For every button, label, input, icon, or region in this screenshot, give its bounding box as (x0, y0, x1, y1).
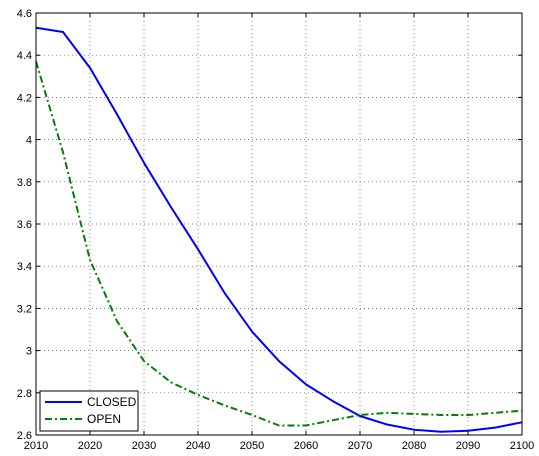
y-tick-label: 4.4 (17, 50, 32, 62)
x-tick-label: 2050 (240, 440, 264, 452)
axis-ticks (35, 12, 523, 436)
y-axis-tick-labels: 2.6 2.8 3 3.2 3.4 3.6 3.8 4 4.2 4.4 4.6 (17, 8, 32, 442)
y-tick-label: 3 (26, 346, 32, 358)
legend: CLOSED OPEN (39, 390, 139, 432)
grid (36, 13, 522, 435)
series-line-closed (35, 26, 523, 433)
x-tick-label: 2030 (132, 440, 156, 452)
legend-box (39, 390, 139, 432)
legend-label-closed: CLOSED (87, 395, 137, 409)
x-axis-tick-labels: 2010 2020 2030 2040 2050 2060 2070 2080 2090 2100 (24, 440, 534, 452)
y-tick-label: 3.6 (17, 219, 32, 231)
y-tick-label: 4.6 (17, 8, 32, 20)
x-tick-label: 2100 (510, 440, 534, 452)
y-tick-label: 2.8 (17, 388, 32, 400)
legend-label-open: OPEN (87, 412, 121, 426)
series-line-open (35, 61, 523, 427)
x-tick-label: 2040 (186, 440, 210, 452)
y-tick-label: 3.2 (17, 303, 32, 315)
y-tick-label: 3.8 (17, 177, 32, 189)
y-tick-label: 4.2 (17, 92, 32, 104)
x-tick-label: 2070 (348, 440, 372, 452)
y-tick-label: 3.4 (17, 261, 32, 273)
x-tick-label: 2060 (294, 440, 318, 452)
y-tick-label: 2.6 (17, 430, 32, 442)
y-tick-label: 4 (26, 135, 32, 147)
x-tick-label: 2010 (24, 440, 48, 452)
x-tick-label: 2020 (78, 440, 102, 452)
series-lines (35, 26, 523, 433)
x-tick-label: 2080 (402, 440, 426, 452)
x-tick-label: 2090 (456, 440, 480, 452)
